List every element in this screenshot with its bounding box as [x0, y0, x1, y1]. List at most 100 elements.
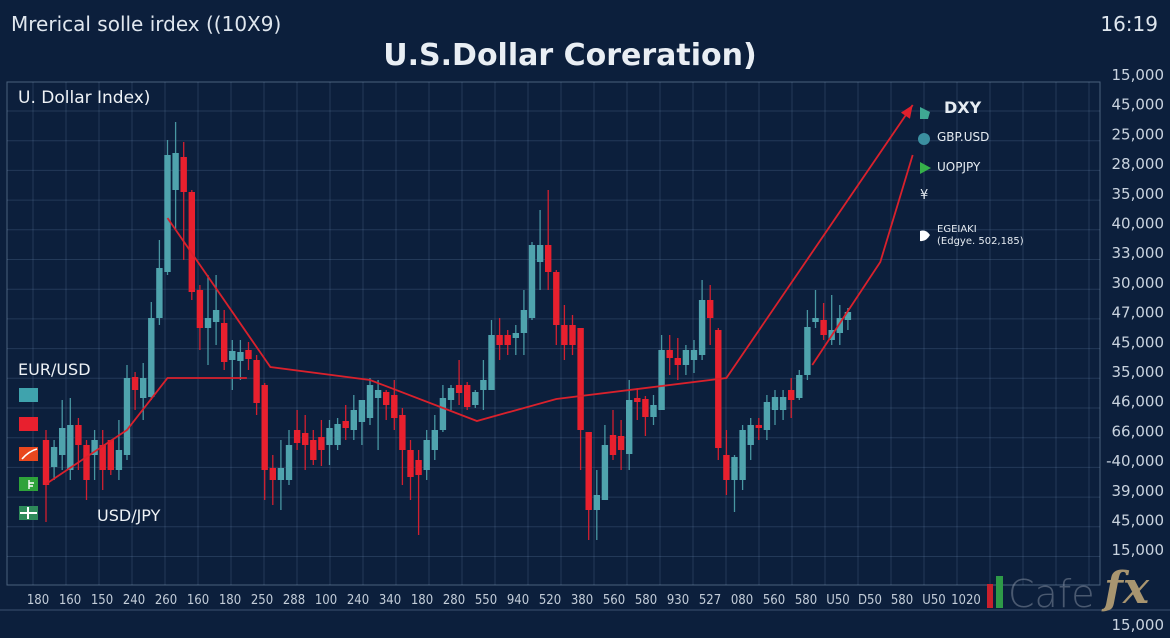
- x-tick-label: 1020: [951, 593, 981, 608]
- y-tick-label: 35,000: [1112, 185, 1165, 203]
- candle-up: [277, 468, 285, 480]
- y-tick-label: 40,000: [1112, 215, 1165, 233]
- yen-icon: ¥: [920, 188, 929, 203]
- candle-up: [650, 405, 657, 417]
- candle-up: [779, 397, 787, 410]
- candle-up: [285, 445, 293, 480]
- y-tick-label: -40,000: [1106, 452, 1164, 470]
- candle-up: [431, 430, 438, 450]
- trend-line: [811, 154, 914, 366]
- candle-down: [180, 157, 187, 192]
- x-tick-label: 520: [539, 593, 561, 608]
- candle-up: [512, 333, 519, 338]
- x-tick-label: 150: [91, 593, 113, 608]
- candle-up: [164, 155, 171, 272]
- y-tick-label: 15,000: [1112, 541, 1165, 559]
- candle-up: [682, 350, 690, 365]
- candle-up: [326, 428, 333, 445]
- x-tick-label: 160: [187, 593, 209, 608]
- candle-up: [229, 351, 236, 360]
- candle-up: [796, 375, 803, 398]
- candle-down: [253, 360, 260, 403]
- x-tick-label: 340: [379, 593, 401, 608]
- x-tick-label: 580: [635, 593, 657, 608]
- x-tick-label: 380: [571, 593, 593, 608]
- candle-up: [366, 385, 374, 418]
- y-tick-label: 15,000: [1112, 66, 1165, 84]
- candle-down: [245, 350, 252, 359]
- header-text: Mrerical solle irdex ((10X9): [11, 12, 282, 36]
- x-tick-label: 240: [123, 593, 145, 608]
- candle-down: [318, 437, 325, 450]
- candle-up: [140, 378, 147, 398]
- candle-up: [836, 318, 843, 333]
- candle-down: [585, 432, 592, 510]
- red-square-icon: [19, 417, 38, 431]
- logo-text: Cafe: [1008, 572, 1095, 616]
- y-tick-label: 46,000: [1112, 393, 1165, 411]
- candle-down: [399, 415, 406, 450]
- candle-down: [407, 450, 414, 477]
- candle-down: [707, 300, 714, 318]
- candle-down: [196, 290, 204, 328]
- candle-down: [545, 245, 552, 272]
- candle-up: [115, 450, 123, 470]
- y-tick-label: 45,000: [1112, 333, 1165, 351]
- candle-up: [472, 392, 479, 405]
- candle-up: [536, 245, 544, 262]
- candle-up: [747, 425, 754, 445]
- y-tick-label: 45,000: [1112, 512, 1165, 530]
- cafefx-logo: Cafe fx: [984, 564, 1170, 620]
- candle-up: [593, 495, 600, 510]
- candle-down: [188, 192, 195, 292]
- y-tick-label: 25,000: [1112, 125, 1165, 143]
- legend-label: GBP.USD: [937, 130, 990, 144]
- candle-down: [293, 430, 301, 443]
- candle-down: [504, 335, 511, 345]
- candle-up: [172, 153, 179, 190]
- x-tick-label: 288: [283, 593, 305, 608]
- candle-down: [302, 433, 309, 445]
- candle-up: [739, 430, 746, 480]
- candle-down: [261, 385, 268, 470]
- trend-arrowhead: [900, 105, 913, 119]
- plot-frame: [6, 81, 1101, 586]
- y-tick-label: 35,000: [1112, 363, 1165, 381]
- candle-up: [350, 410, 357, 430]
- chart-title: U.S.Dollar Coreration): [383, 38, 757, 73]
- candle-up: [423, 440, 430, 470]
- x-tick-label: 560: [763, 593, 785, 608]
- y-tick-label: 33,000: [1112, 244, 1165, 262]
- candle-up: [528, 245, 536, 318]
- candle-down: [634, 398, 641, 402]
- white-shield-icon: [920, 230, 930, 242]
- candle-up: [237, 352, 244, 361]
- x-tick-label: 527: [699, 593, 721, 608]
- candle-down: [383, 392, 390, 405]
- legend-label: EGEIAKI: [937, 224, 977, 235]
- candle-down: [617, 436, 625, 450]
- x-tick-label: 250: [251, 593, 273, 608]
- candle-down: [75, 425, 82, 445]
- candle-up: [156, 268, 163, 318]
- candle-up: [480, 380, 487, 390]
- candle-up: [204, 318, 212, 328]
- candle-down: [788, 390, 795, 400]
- candle-down: [455, 385, 463, 393]
- x-tick-label: 080: [731, 593, 753, 608]
- x-tick-label: D50: [858, 593, 882, 608]
- candle-up: [447, 388, 455, 400]
- candle-up: [439, 398, 447, 430]
- candle-up: [374, 390, 382, 398]
- teal-square-icon: [19, 388, 38, 402]
- y-tick-label: 15,000: [1112, 616, 1165, 634]
- x-tick-label: 260: [155, 593, 177, 608]
- candle-down: [310, 440, 317, 460]
- teal-pennant-icon: [920, 107, 930, 119]
- x-tick-label: 560: [603, 593, 625, 608]
- candle-down: [674, 358, 681, 365]
- candle-down: [391, 395, 398, 418]
- candle-up: [804, 327, 811, 375]
- candle-down: [464, 385, 471, 407]
- trend-line: [166, 104, 914, 422]
